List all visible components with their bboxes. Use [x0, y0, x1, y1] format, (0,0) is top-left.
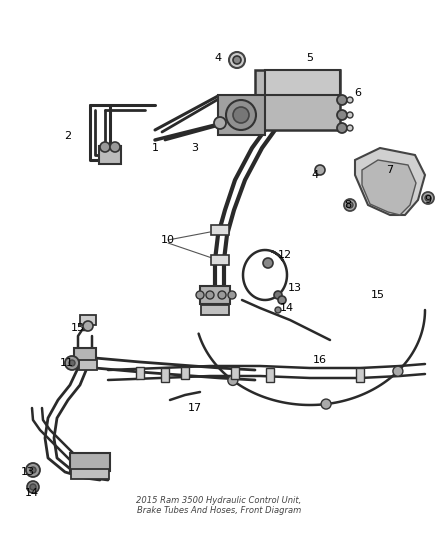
Polygon shape — [265, 70, 340, 95]
Circle shape — [229, 52, 245, 68]
FancyBboxPatch shape — [231, 367, 239, 379]
Circle shape — [30, 467, 36, 473]
Circle shape — [30, 484, 36, 490]
FancyBboxPatch shape — [161, 368, 169, 382]
Circle shape — [422, 192, 434, 204]
Text: 2: 2 — [64, 131, 71, 141]
Circle shape — [344, 199, 356, 211]
FancyBboxPatch shape — [79, 360, 97, 370]
Text: 1: 1 — [152, 143, 159, 153]
Circle shape — [315, 165, 325, 175]
Circle shape — [278, 296, 286, 304]
Text: 12: 12 — [278, 250, 292, 260]
Circle shape — [110, 142, 120, 152]
Text: 4: 4 — [215, 53, 222, 63]
Circle shape — [233, 56, 241, 64]
Text: 14: 14 — [25, 488, 39, 498]
FancyBboxPatch shape — [200, 286, 230, 304]
Text: 8: 8 — [344, 200, 352, 210]
Text: 10: 10 — [161, 235, 175, 245]
Text: 7: 7 — [386, 165, 394, 175]
Circle shape — [214, 117, 226, 129]
Circle shape — [425, 195, 431, 201]
Circle shape — [321, 399, 331, 409]
Circle shape — [393, 366, 403, 376]
Circle shape — [233, 107, 249, 123]
Circle shape — [196, 291, 204, 299]
Circle shape — [83, 321, 93, 331]
Circle shape — [275, 307, 281, 313]
Polygon shape — [355, 148, 425, 215]
Circle shape — [65, 356, 79, 370]
Circle shape — [218, 291, 226, 299]
FancyBboxPatch shape — [74, 348, 96, 362]
FancyBboxPatch shape — [99, 146, 121, 164]
Text: 5: 5 — [307, 53, 314, 63]
Circle shape — [228, 291, 236, 299]
Circle shape — [100, 142, 110, 152]
Circle shape — [206, 291, 214, 299]
Text: 6: 6 — [354, 88, 361, 98]
Text: 4: 4 — [311, 170, 318, 180]
Text: 15: 15 — [71, 323, 85, 333]
Text: 13: 13 — [288, 283, 302, 293]
FancyBboxPatch shape — [181, 367, 189, 379]
FancyBboxPatch shape — [71, 469, 109, 479]
Circle shape — [337, 110, 347, 120]
Circle shape — [347, 202, 353, 208]
Text: 2015 Ram 3500 Hydraulic Control Unit,
Brake Tubes And Hoses, Front Diagram: 2015 Ram 3500 Hydraulic Control Unit, Br… — [136, 496, 302, 515]
Circle shape — [347, 125, 353, 131]
Circle shape — [228, 375, 238, 385]
Polygon shape — [362, 160, 416, 215]
Text: 9: 9 — [424, 195, 431, 205]
Text: 11: 11 — [60, 358, 74, 368]
FancyBboxPatch shape — [70, 453, 110, 471]
Polygon shape — [218, 95, 265, 135]
Circle shape — [69, 360, 75, 366]
FancyBboxPatch shape — [201, 305, 229, 315]
Circle shape — [347, 112, 353, 118]
FancyBboxPatch shape — [80, 315, 96, 325]
Polygon shape — [255, 70, 340, 130]
FancyBboxPatch shape — [211, 255, 229, 265]
Circle shape — [26, 463, 40, 477]
Circle shape — [263, 258, 273, 268]
Circle shape — [27, 481, 39, 493]
Circle shape — [337, 95, 347, 105]
Text: 16: 16 — [313, 355, 327, 365]
FancyBboxPatch shape — [356, 368, 364, 382]
FancyBboxPatch shape — [211, 225, 229, 235]
Text: 15: 15 — [371, 290, 385, 300]
Text: 13: 13 — [21, 467, 35, 477]
Circle shape — [347, 97, 353, 103]
FancyBboxPatch shape — [266, 368, 274, 382]
Text: 17: 17 — [188, 403, 202, 413]
Circle shape — [337, 123, 347, 133]
Text: 14: 14 — [280, 303, 294, 313]
FancyBboxPatch shape — [136, 367, 144, 379]
Circle shape — [274, 291, 282, 299]
Circle shape — [226, 100, 256, 130]
Text: 3: 3 — [191, 143, 198, 153]
